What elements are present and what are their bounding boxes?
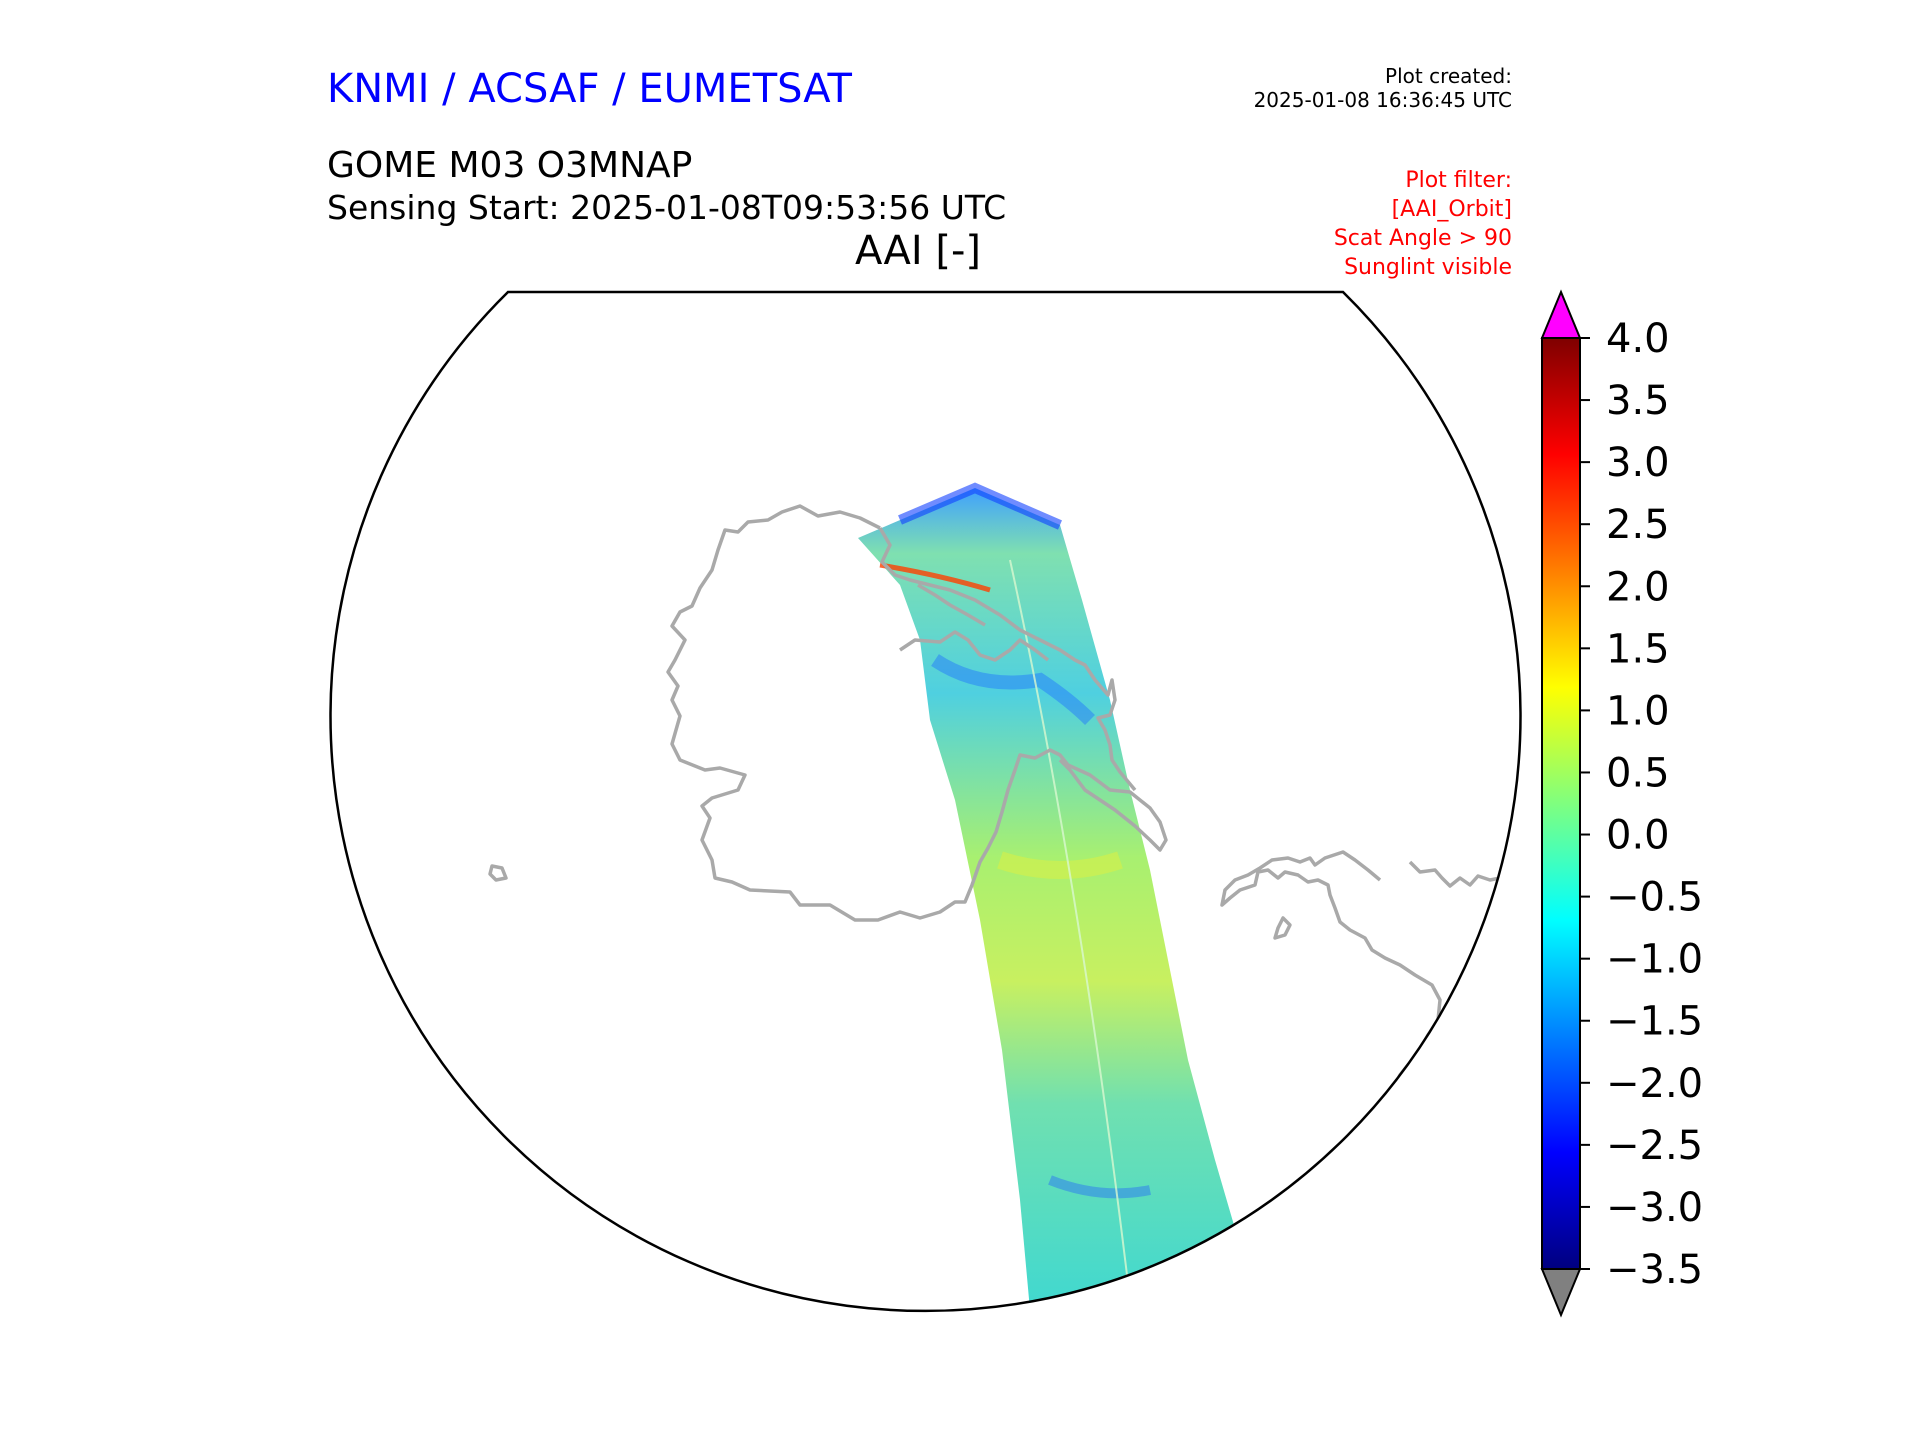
greenland-coastline bbox=[666, 504, 1168, 922]
island-coastline bbox=[1273, 916, 1292, 940]
swath-center-line bbox=[1009, 559, 1131, 1301]
svalbard-coastline bbox=[1220, 850, 1442, 1021]
plot-filter-line: Sunglint visible bbox=[1344, 255, 1512, 280]
swath-anomaly-low bbox=[1048, 1175, 1151, 1199]
colorbar: 4.0 3.5 3.0 2.5 2.0 1.5 1.0 0.5 0.0 −0.5 −1.0 −1.5 −… bbox=[1540, 289, 1703, 1318]
plot-filter-line: [AAI_Orbit] bbox=[1391, 197, 1512, 222]
sensing-start: Sensing Start: 2025-01-08T09:53:56 UTC bbox=[327, 188, 1007, 227]
colorbar-tick-label: 3.0 bbox=[1606, 440, 1670, 486]
swath-anomaly-high bbox=[997, 851, 1123, 879]
colorbar-over-arrow bbox=[1540, 289, 1582, 339]
colorbar-tick-label: −3.5 bbox=[1606, 1247, 1703, 1293]
colorbar-tick-label: −1.5 bbox=[1606, 999, 1703, 1045]
swath-top-edge bbox=[898, 482, 1062, 530]
island-coastline bbox=[488, 864, 508, 882]
colorbar-tick-label: 0.0 bbox=[1606, 813, 1670, 859]
colorbar-under-arrow bbox=[1540, 1268, 1582, 1318]
orbit-swath bbox=[858, 488, 1250, 1310]
colorbar-tick-label: −0.5 bbox=[1606, 875, 1703, 921]
colorbar-gradient bbox=[1541, 337, 1581, 1270]
colorbar-tick-label: 2.0 bbox=[1606, 564, 1670, 610]
colorbar-tick-label: 0.5 bbox=[1606, 750, 1670, 796]
greenland-east-coast bbox=[878, 527, 1137, 792]
colorbar-tick-label: −3.0 bbox=[1606, 1185, 1703, 1231]
plot-filter-line: Scat Angle > 90 bbox=[1333, 226, 1512, 251]
plot-created-timestamp: 2025-01-08 16:36:45 UTC bbox=[1253, 88, 1512, 112]
swath-anomaly-high bbox=[879, 562, 991, 593]
colorbar-tick-label: −1.0 bbox=[1606, 937, 1703, 983]
map-boundary bbox=[329, 290, 1522, 1313]
colorbar-tick-label: 1.0 bbox=[1606, 688, 1670, 734]
variable-title: AAI [-] bbox=[855, 228, 981, 274]
plot-filter-line: Plot filter: bbox=[1405, 168, 1512, 193]
org-title: KNMI / ACSAF / EUMETSAT bbox=[327, 66, 852, 112]
greenland-inner-fjords bbox=[899, 583, 1050, 662]
colorbar-tick-label: 4.0 bbox=[1606, 316, 1670, 362]
plot-created-label: Plot created: bbox=[1385, 64, 1512, 88]
colorbar-tick-label: 3.5 bbox=[1606, 378, 1670, 424]
novaya-zemlya-coastline bbox=[1378, 860, 1501, 1131]
swath-anomaly-low bbox=[931, 654, 1095, 725]
colorbar-tick-label: 1.5 bbox=[1606, 626, 1670, 672]
product-title: GOME M03 O3MNAP bbox=[327, 145, 693, 186]
colorbar-tick-label: −2.5 bbox=[1606, 1123, 1703, 1169]
colorbar-tick-label: 2.5 bbox=[1606, 502, 1670, 548]
colorbar-tick-label: −2.0 bbox=[1606, 1061, 1703, 1107]
